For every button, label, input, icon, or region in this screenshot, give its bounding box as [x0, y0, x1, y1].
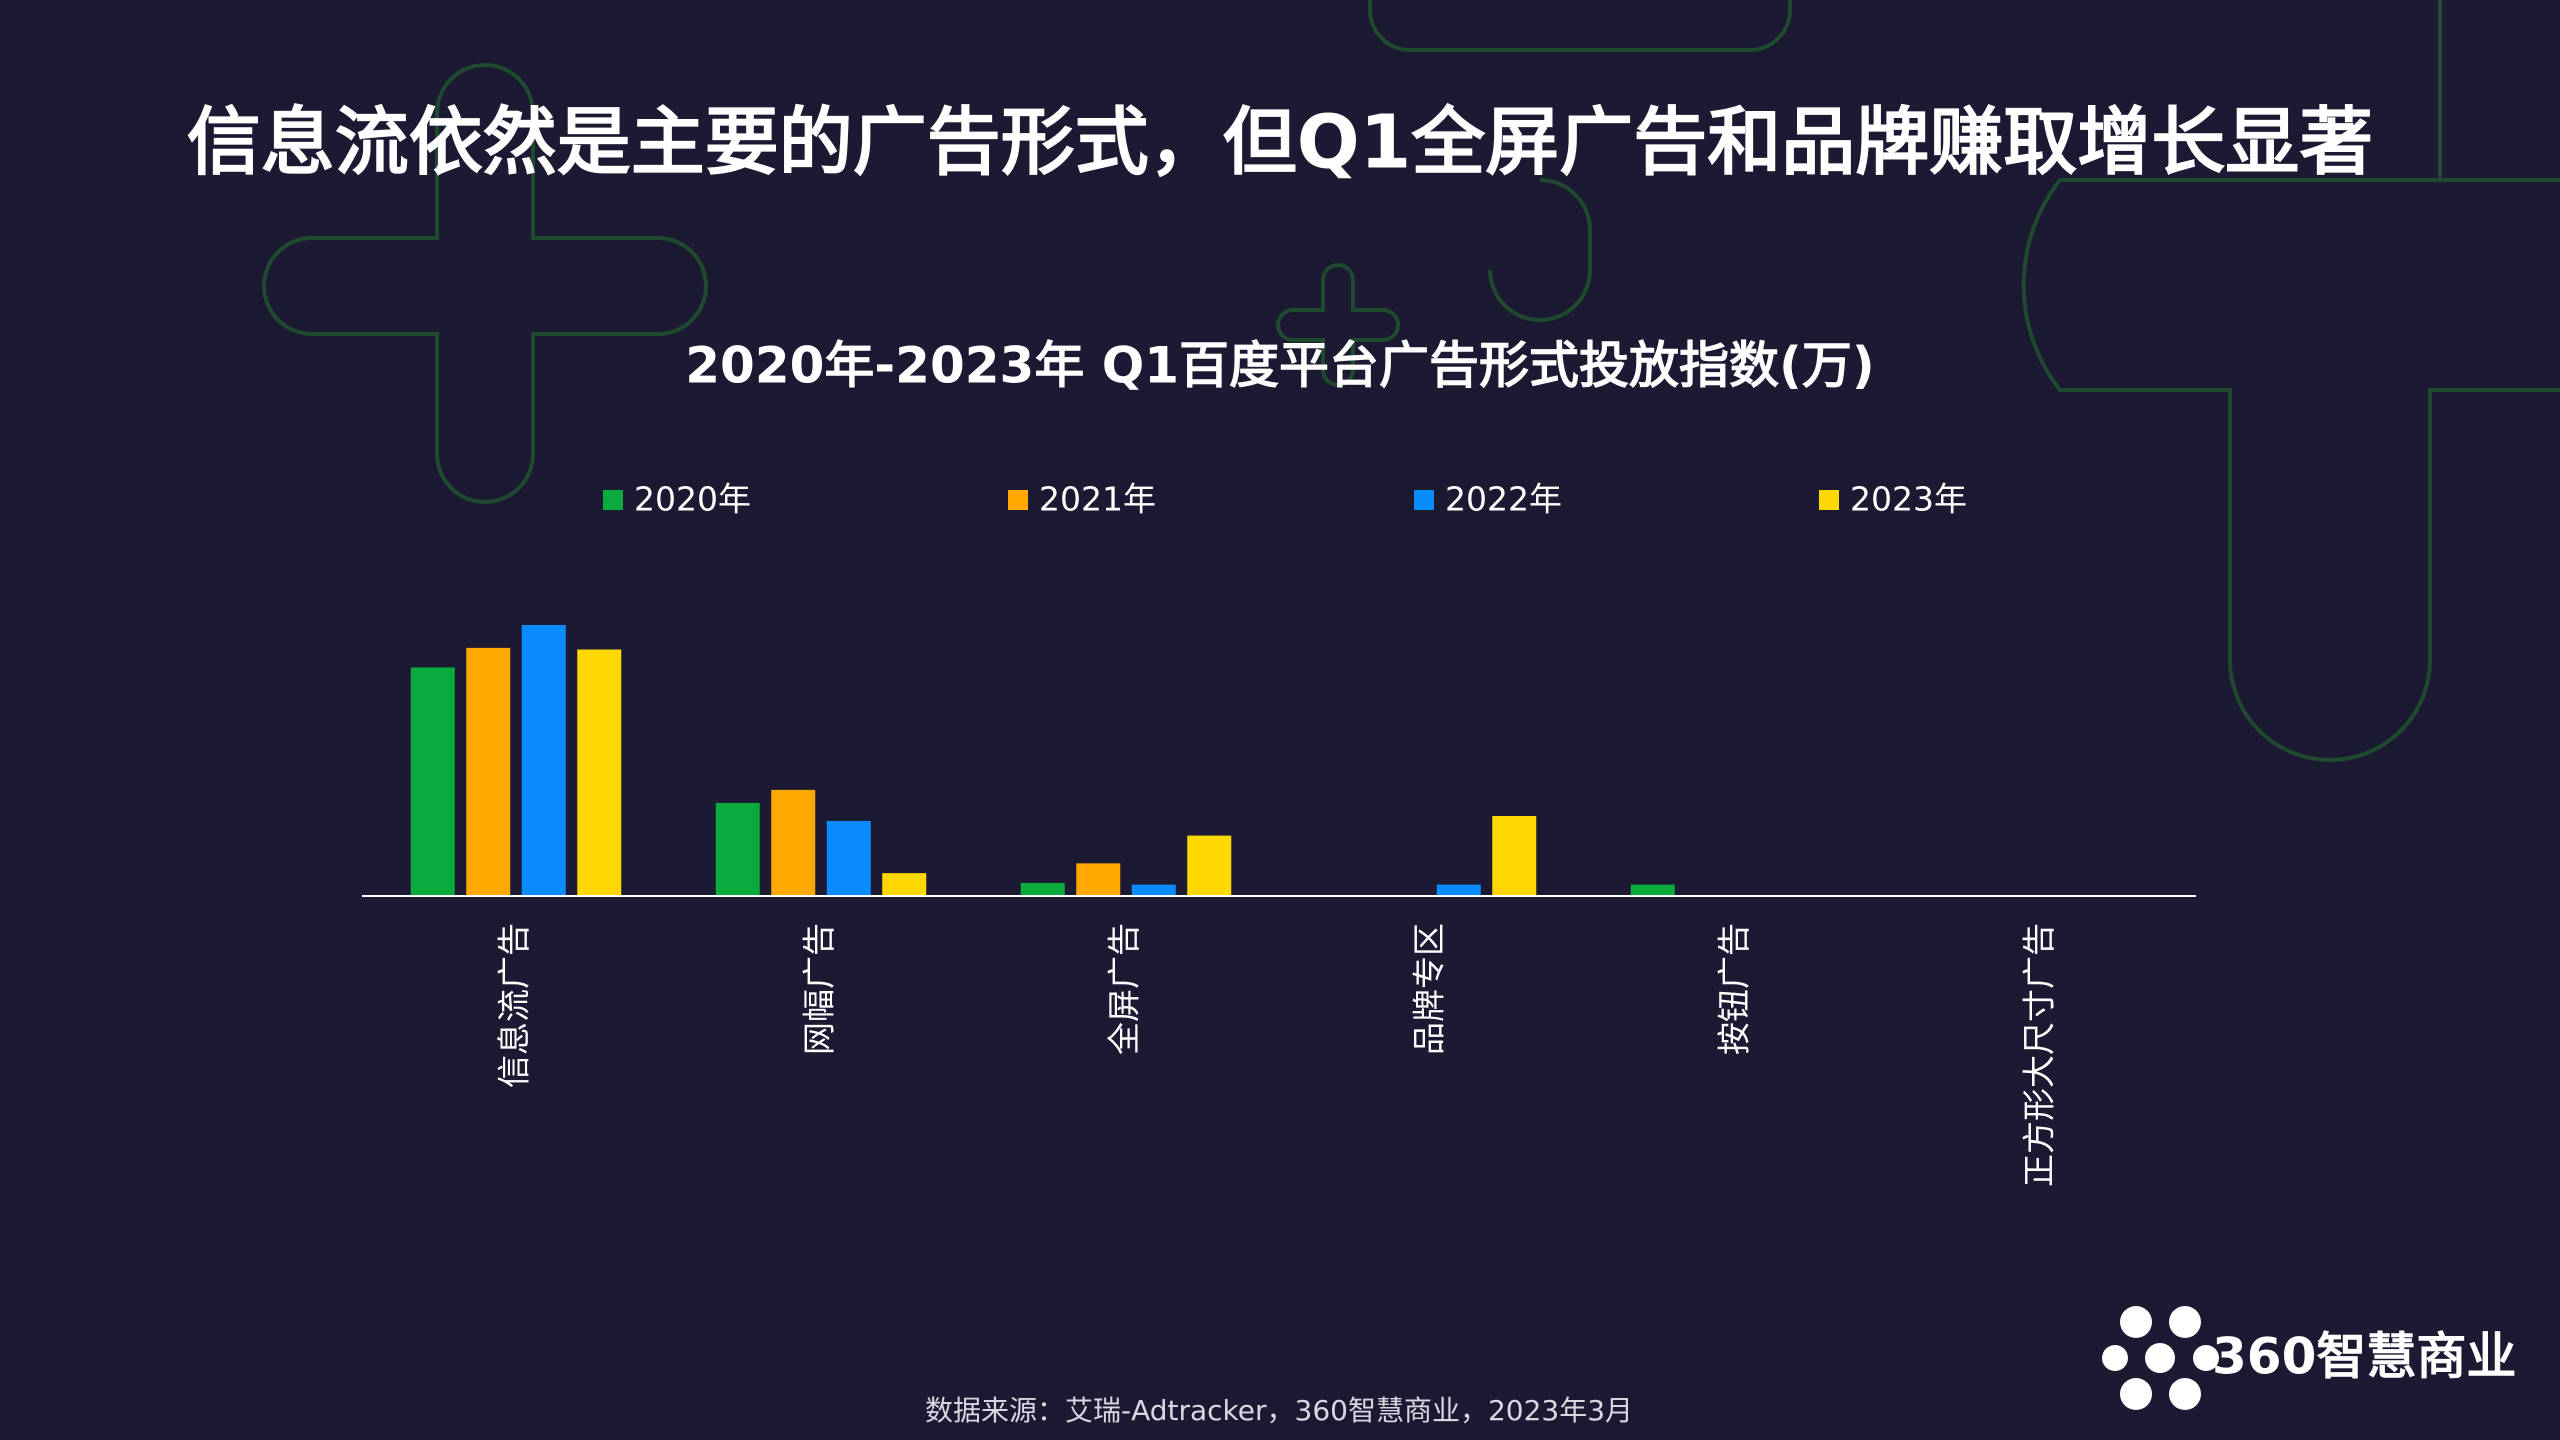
- x-tick-label: 全屏广告: [1105, 923, 1144, 1055]
- legend-swatch: [1819, 490, 1839, 510]
- slide-title: 信息流依然是主要的广告形式，但Q1全屏广告和品牌赚取增长显著: [187, 100, 2373, 186]
- legend-swatch: [1414, 490, 1434, 510]
- legend-label: 2023年: [1850, 480, 1967, 519]
- bar: [1020, 882, 1065, 896]
- logo: 360智慧商业: [2102, 1306, 2516, 1410]
- bar: [1131, 884, 1176, 896]
- x-tick-label: 品牌专区: [1410, 923, 1449, 1055]
- bar: [1492, 816, 1537, 896]
- x-tick-label: 按钮广告: [1715, 923, 1754, 1055]
- legend-swatch: [603, 490, 623, 510]
- bar: [410, 667, 455, 896]
- bar: [771, 789, 816, 896]
- bar: [715, 802, 760, 896]
- legend-swatch: [1008, 490, 1028, 510]
- bar: [1187, 835, 1232, 896]
- source-note: 数据来源：艾瑞-Adtracker，360智慧商业，2023年3月: [925, 1394, 1633, 1427]
- background-decoration: [262, 0, 2560, 762]
- x-tick-label: 网幅广告: [800, 923, 839, 1055]
- bar: [577, 649, 622, 896]
- legend-label: 2020年: [634, 480, 751, 519]
- bar: [521, 625, 566, 896]
- chart-title: 2020年-2023年 Q1百度平台广告形式投放指数(万): [685, 337, 1874, 395]
- bar: [1436, 884, 1481, 896]
- logo-text: 360智慧商业: [2212, 1328, 2516, 1386]
- bar: [1630, 884, 1675, 896]
- legend-label: 2022年: [1445, 480, 1562, 519]
- x-tick-label: 正方形大尺寸广告: [2020, 923, 2059, 1187]
- bar: [826, 820, 871, 896]
- bar: [466, 647, 511, 896]
- x-tick-label: 信息流广告: [495, 923, 534, 1088]
- bar: [882, 873, 927, 896]
- legend-label: 2021年: [1039, 480, 1156, 519]
- bar: [1076, 863, 1121, 896]
